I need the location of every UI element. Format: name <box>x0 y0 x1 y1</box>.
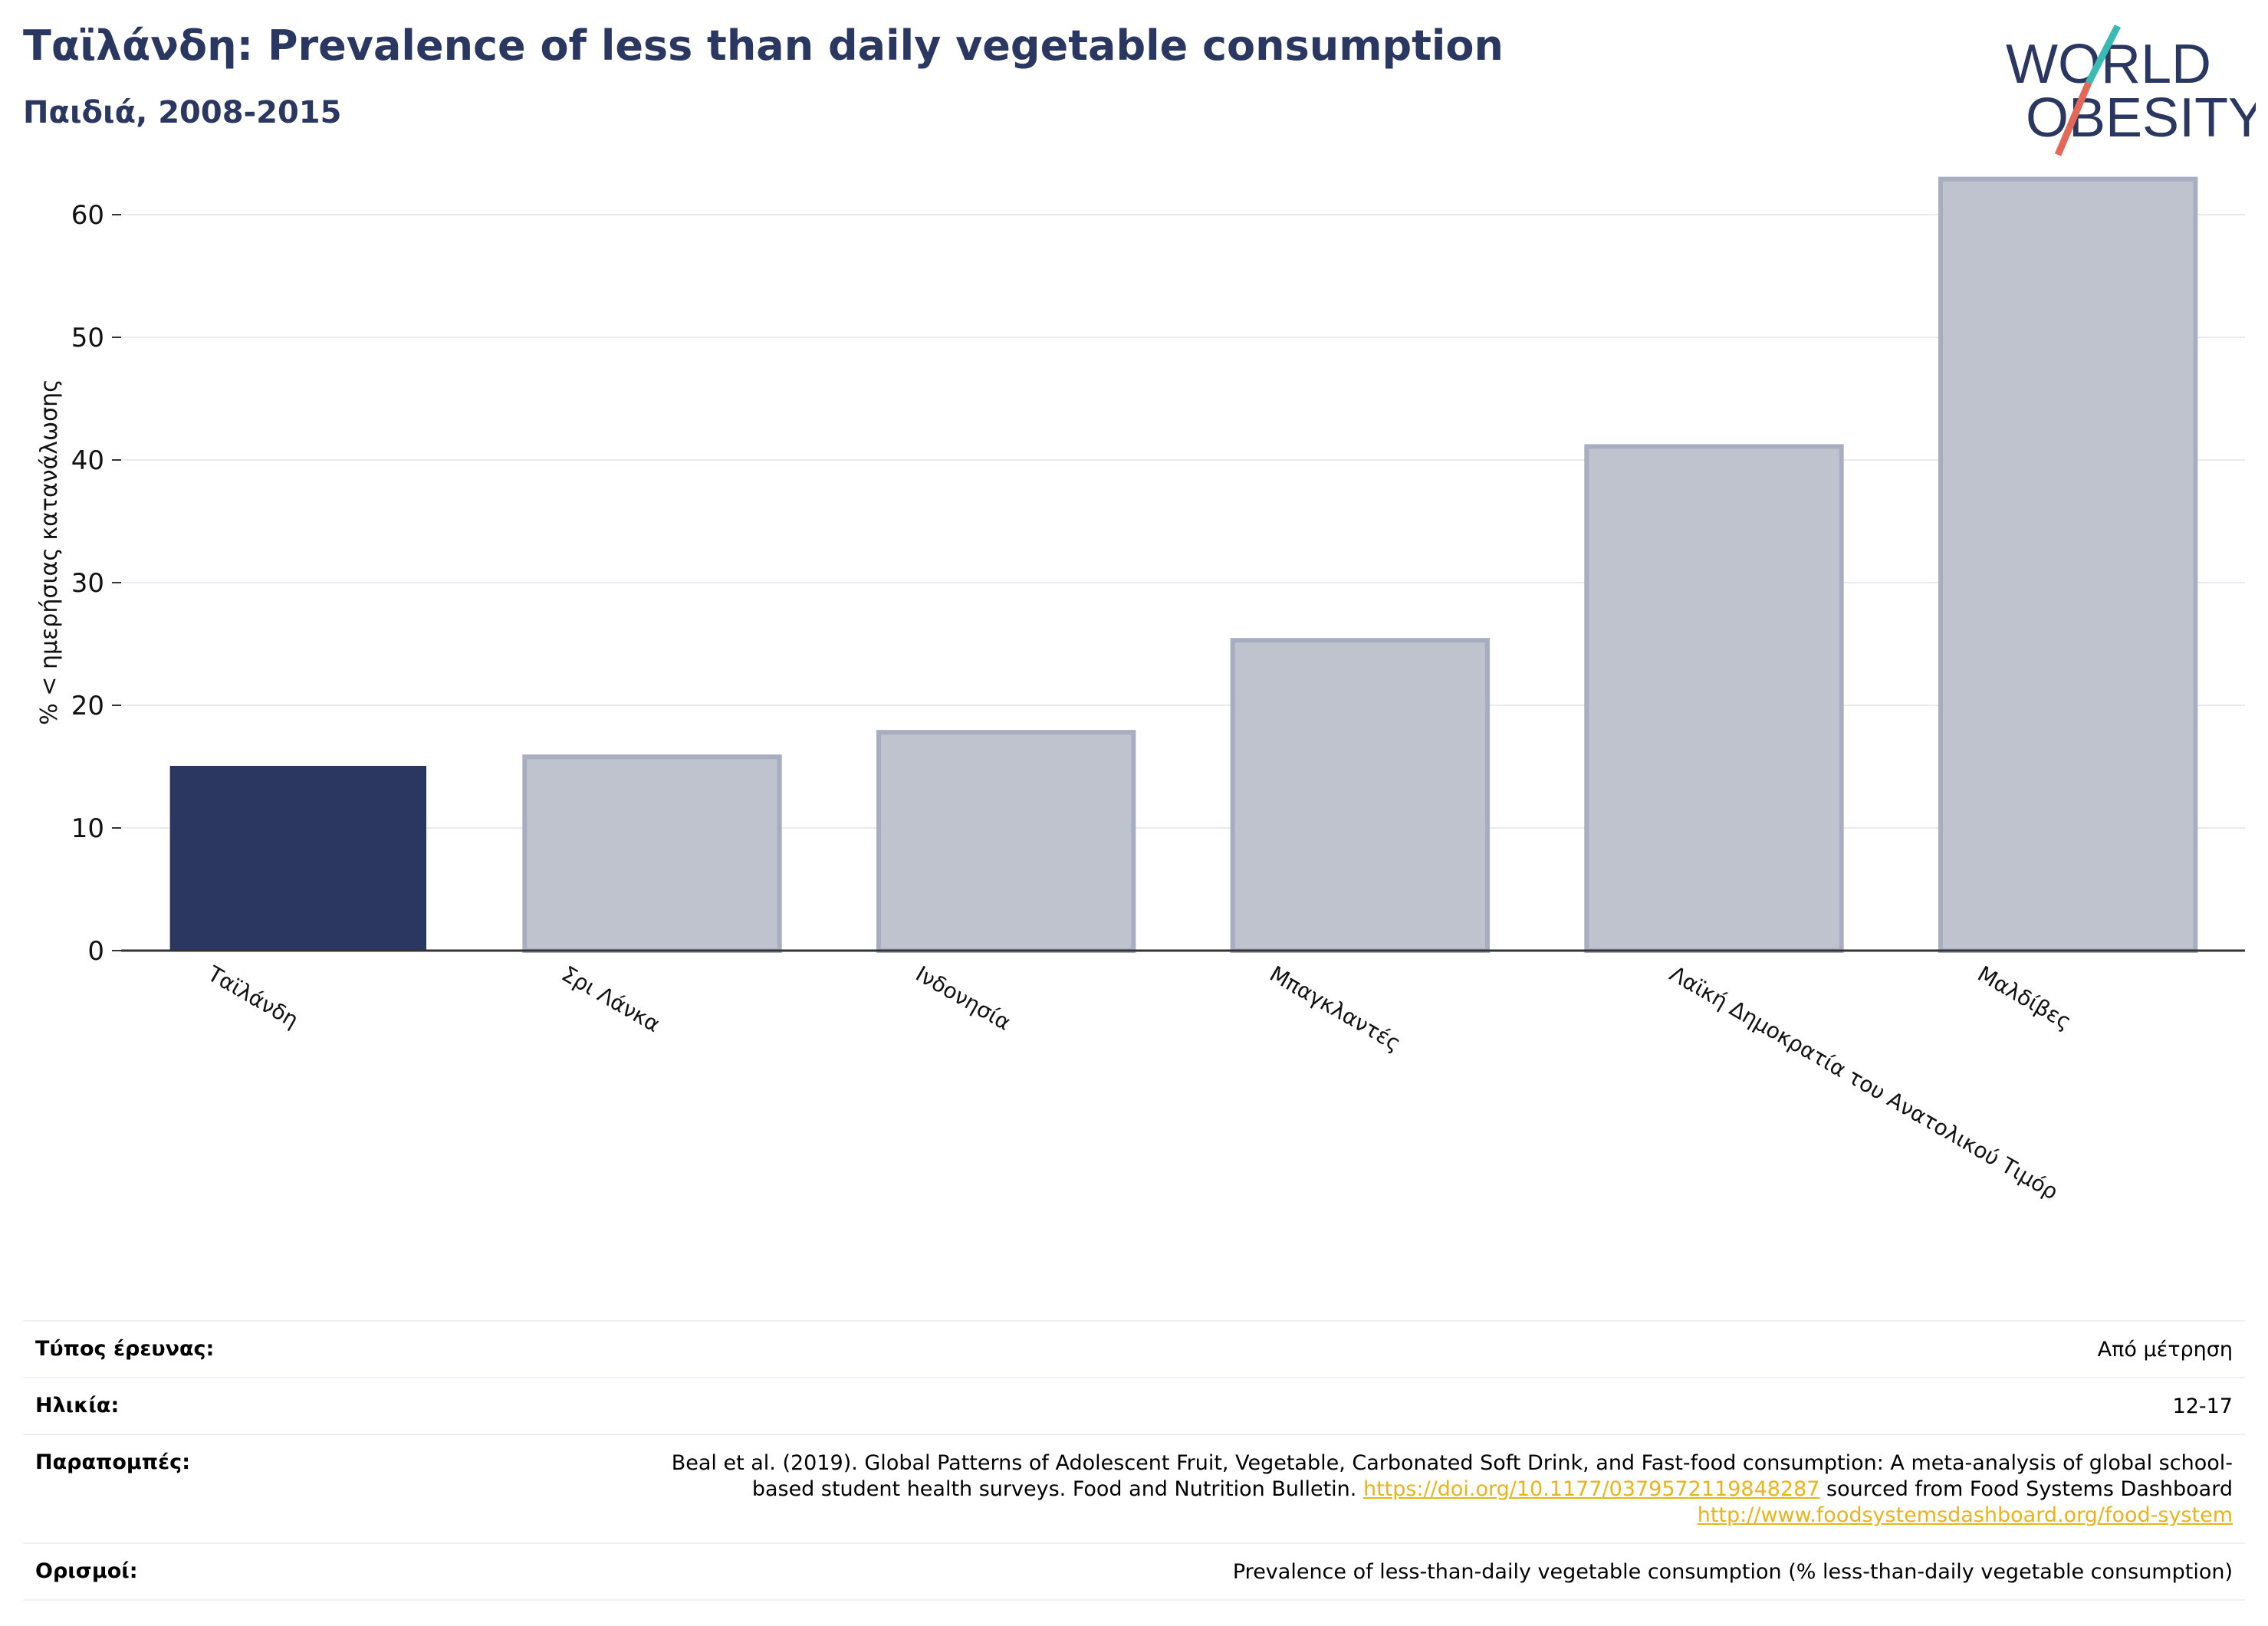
info-row-definitions: Ορισμοί: Prevalence of less-than-daily v… <box>23 1542 2245 1601</box>
logo-slash-teal <box>2085 24 2122 85</box>
x-tick-label: Μαλδίβες <box>1974 961 2076 1034</box>
x-tick-label: Μπαγκλαντές <box>1265 961 1405 1056</box>
survey-type-value: Από μέτρηση <box>2097 1338 2233 1362</box>
info-row-age: Ηλικία: 12-17 <box>23 1377 2245 1434</box>
bar-2 <box>522 754 782 954</box>
logo-slash-red <box>2054 81 2092 156</box>
references-value: Beal et al. (2019). Global Patterns of A… <box>669 1450 2233 1529</box>
y-tick-label: 10 <box>71 813 104 844</box>
reference-source-text: sourced from Food Systems Dashboard <box>1819 1477 2233 1501</box>
y-tick-label: 0 <box>87 936 104 967</box>
y-tick-label: 30 <box>71 568 104 599</box>
food-systems-dashboard-link[interactable]: http://www.foodsystemsdashboard.org/food… <box>1697 1503 2233 1527</box>
x-tick-label: Ινδονησία <box>912 961 1015 1035</box>
x-tick-label: Ταϊλάνδη <box>202 961 302 1033</box>
reference-text: Beal et al. (2019). Global Patterns of A… <box>671 1451 2233 1501</box>
doi-link[interactable]: https://doi.org/10.1177/0379572119848287 <box>1362 1477 1820 1501</box>
definitions-value: Prevalence of less-than-daily vegetable … <box>1232 1560 2233 1584</box>
x-tick-label: Σρι Λάνκα <box>557 961 665 1037</box>
chart-title: Ταϊλάνδη: Prevalence of less than daily … <box>23 21 1504 70</box>
info-row-references: Παραπομπές: Beal et al. (2019). Global P… <box>23 1434 2245 1542</box>
bar-3 <box>876 730 1136 953</box>
info-table: Τύπος έρευνας: Από μέτρηση Ηλικία: 12-17… <box>23 1320 2245 1601</box>
y-axis-label: % < ημερήσιας κατανάλωσης <box>36 379 63 725</box>
info-row-survey-type: Τύπος έρευνας: Από μέτρηση <box>23 1320 2245 1377</box>
y-tick-label: 40 <box>71 445 104 476</box>
bar-chart: 0 10 20 30 40 50 60 % < ημερήσιας κατανάλωσης Τα… <box>36 176 2245 1205</box>
bar-5 <box>1584 444 1844 953</box>
y-tick-label: 50 <box>71 323 104 353</box>
bar-6 <box>1938 176 2198 954</box>
bar-4 <box>1230 638 1491 953</box>
age-value: 12-17 <box>2172 1394 2233 1418</box>
age-label: Ηλικία: <box>35 1394 120 1417</box>
chart-subtitle: Παιδιά, 2008-2015 <box>23 95 342 130</box>
y-tick-label: 60 <box>71 200 104 231</box>
world-obesity-logo: WORLD OBESITY <box>2006 24 2256 156</box>
bar-1 <box>169 766 427 951</box>
y-tick-label: 20 <box>71 691 104 721</box>
definitions-label: Ορισμοί: <box>35 1559 138 1583</box>
survey-type-label: Τύπος έρευνας: <box>35 1337 215 1361</box>
references-label: Παραπομπές: <box>35 1450 190 1474</box>
